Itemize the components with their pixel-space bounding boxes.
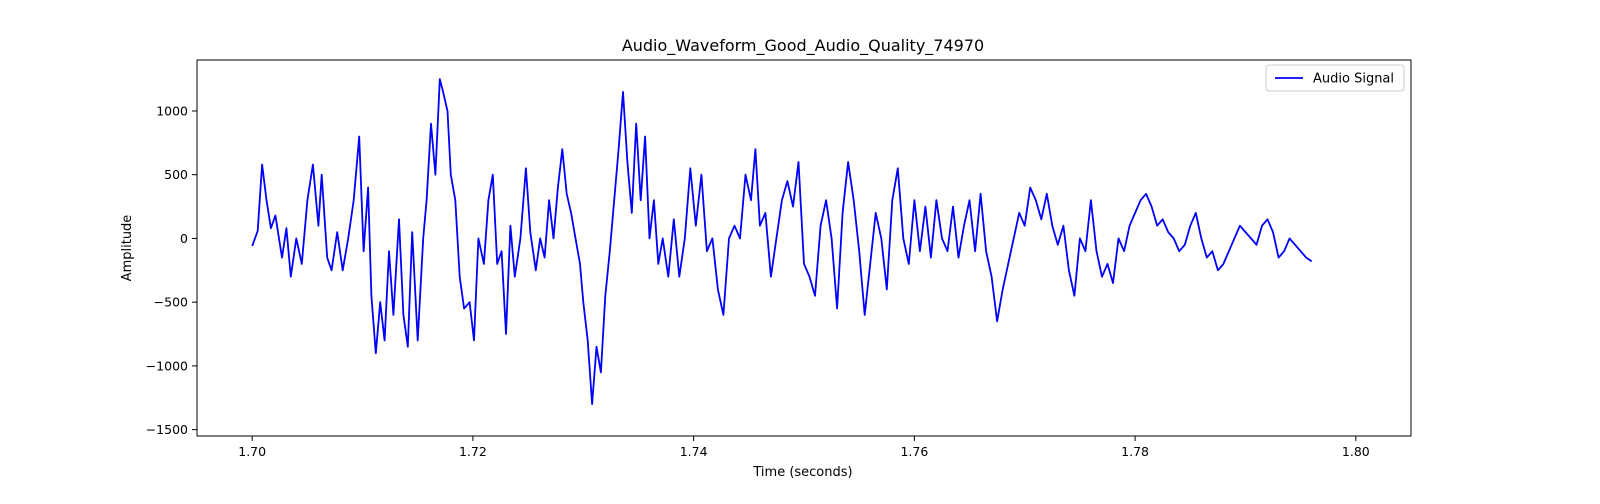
x-tick-label: 1.76 (900, 444, 928, 459)
legend: Audio Signal (1265, 64, 1405, 92)
y-axis-ticks: −1500 −1000 −500 0 500 1000 (146, 103, 197, 437)
y-tick-label: −1000 (146, 358, 188, 373)
x-tick-label: 1.78 (1121, 444, 1149, 459)
plot-area (196, 59, 1412, 437)
y-tick-label: −500 (154, 295, 188, 310)
x-tick-label: 1.80 (1342, 444, 1370, 459)
legend-entry-audio-signal: Audio Signal (1313, 72, 1394, 87)
y-tick-label: 500 (164, 167, 188, 182)
x-axis-label: Time (seconds) (752, 465, 852, 480)
x-axis-ticks: 1.70 1.72 1.74 1.76 1.78 1.80 (238, 436, 1370, 459)
y-tick-label: −1500 (146, 422, 188, 437)
plot-frame (196, 59, 1412, 437)
chart-title: Audio_Waveform_Good_Audio_Quality_74970 (622, 36, 984, 56)
y-tick-label: 0 (180, 231, 188, 246)
y-axis-label: Amplitude (120, 215, 135, 282)
x-tick-label: 1.72 (459, 444, 487, 459)
y-tick-label: 1000 (156, 103, 188, 118)
legend-box (1265, 64, 1405, 92)
x-tick-label: 1.74 (680, 444, 708, 459)
series-line-audio-signal (251, 78, 1313, 405)
x-tick-label: 1.70 (238, 444, 266, 459)
